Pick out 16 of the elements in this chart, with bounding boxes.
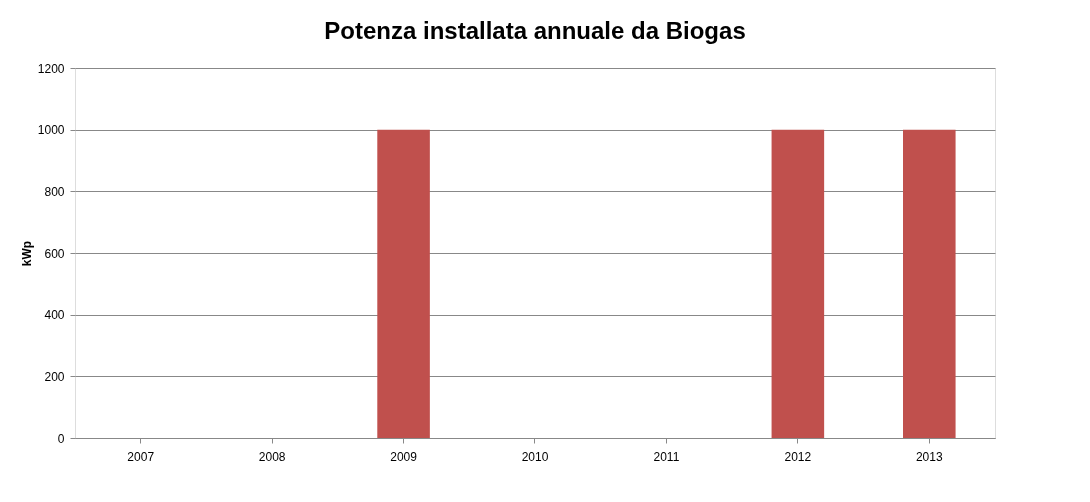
chart-title: Potenza installata annuale da Biogas [324,17,746,44]
y-tick-label: 1200 [37,61,65,76]
y-tick-label: 400 [44,308,65,323]
x-tick-label: 2011 [653,449,680,464]
y-tick-label: 800 [44,184,65,199]
x-tick-label: 2009 [390,449,418,464]
y-tick-label: 0 [57,431,65,446]
y-tick-label: 600 [44,246,65,261]
y-axis-title: kWp [19,240,34,267]
y-tick-label: 200 [44,369,65,384]
x-tick-label: 2012 [784,449,812,464]
x-tick-label: 2010 [521,449,549,464]
x-tick-label: 2007 [127,449,155,464]
x-tick-label: 2013 [915,449,943,464]
x-tick-label: 2008 [258,449,286,464]
y-tick-label: 1000 [37,123,65,138]
